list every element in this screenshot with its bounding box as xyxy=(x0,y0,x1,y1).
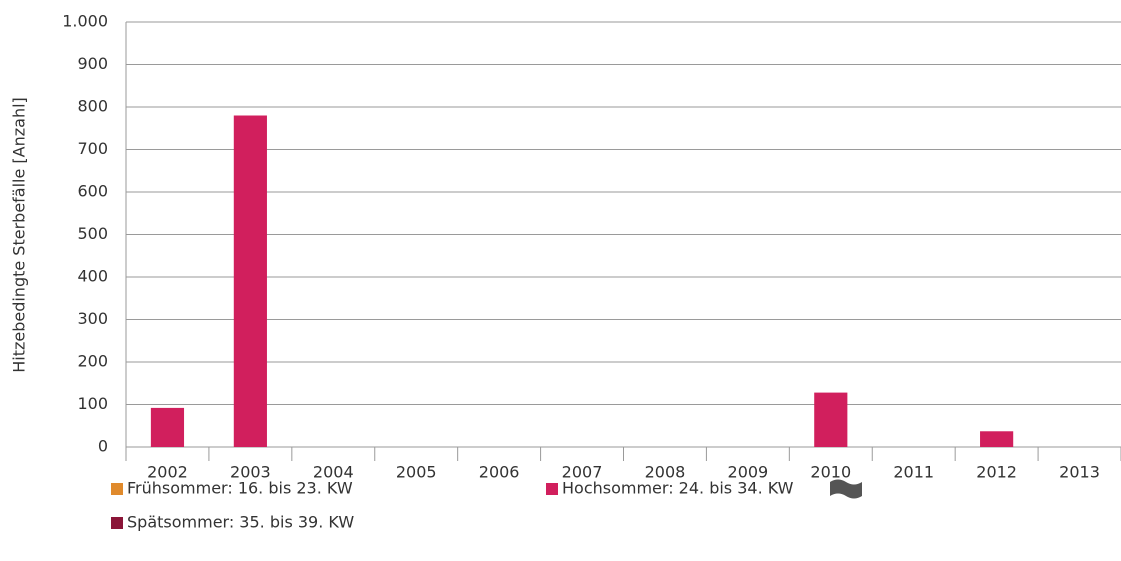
legend-swatch xyxy=(111,517,123,529)
legend-swatch xyxy=(111,483,123,495)
x-tick-label: 2013 xyxy=(1059,463,1100,482)
x-tick-label: 2007 xyxy=(562,463,603,482)
y-tick-label: 500 xyxy=(77,224,108,243)
x-tick-label: 2004 xyxy=(313,463,354,482)
y-tick-label: 100 xyxy=(77,394,108,413)
y-tick-label: 700 xyxy=(77,139,108,158)
x-tick-label: 2010 xyxy=(810,463,851,482)
bar xyxy=(150,407,185,447)
x-tick-label: 2003 xyxy=(230,463,271,482)
y-tick-label: 800 xyxy=(77,97,108,116)
x-tick-label: 2005 xyxy=(396,463,437,482)
legend-label: Frühsommer: 16. bis 23. KW xyxy=(127,479,353,498)
y-tick-label: 400 xyxy=(77,267,108,286)
y-tick-label: 900 xyxy=(77,54,108,73)
bar xyxy=(814,392,848,447)
bar xyxy=(980,431,1014,447)
x-tick-label: 2009 xyxy=(728,463,769,482)
legend-swatch xyxy=(546,483,558,495)
legend-label: Hochsommer: 24. bis 34. KW xyxy=(562,479,794,498)
y-axis-label: Hitzebedingte Sterbefälle [Anzahl] xyxy=(10,97,29,373)
bar xyxy=(233,115,267,447)
legend-icon xyxy=(830,479,862,499)
y-tick-label: 600 xyxy=(77,182,108,201)
x-tick-label: 2006 xyxy=(479,463,520,482)
y-tick-label: 300 xyxy=(77,309,108,328)
y-tick-label: 1.000 xyxy=(62,12,108,31)
y-tick-label: 200 xyxy=(77,352,108,371)
legend-label: Spätsommer: 35. bis 39. KW xyxy=(127,513,354,532)
x-tick-label: 2002 xyxy=(147,463,188,482)
x-tick-label: 2012 xyxy=(976,463,1017,482)
x-tick-label: 2011 xyxy=(893,463,934,482)
y-tick-label: 0 xyxy=(98,437,108,456)
x-tick-label: 2008 xyxy=(645,463,686,482)
